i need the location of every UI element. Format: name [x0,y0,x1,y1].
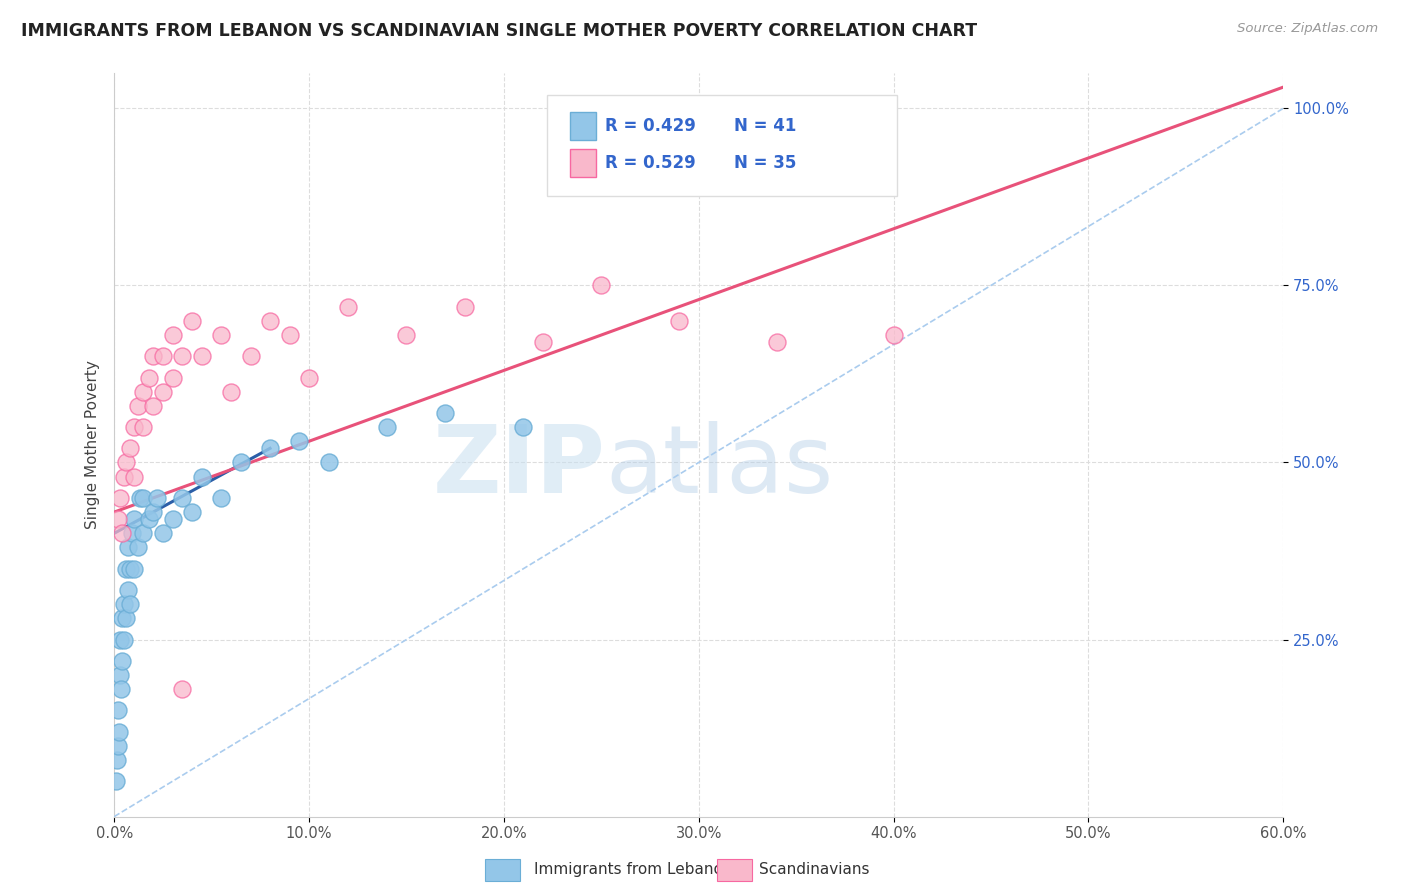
Point [111,526,134,541]
Point [132,384,155,399]
Point [118,442,141,456]
Point [142,505,165,519]
Point [531,335,554,350]
Point [108,668,131,682]
Point [765,335,787,350]
Point [108,724,131,739]
Point [142,399,165,413]
Point [146,491,169,505]
Point [105,753,128,767]
Point [122,512,145,526]
Text: IMMIGRANTS FROM LEBANON VS SCANDINAVIAN SINGLE MOTHER POVERTY CORRELATION CHART: IMMIGRANTS FROM LEBANON VS SCANDINAVIAN … [21,22,977,40]
Point [110,682,132,697]
Point [152,349,174,363]
Point [127,399,149,413]
Point [259,314,281,328]
Text: R = 0.529: R = 0.529 [605,154,696,172]
Point [162,328,184,343]
Point [107,703,129,717]
Point [152,384,174,399]
Point [138,370,160,384]
Point [172,682,194,697]
Point [112,469,135,483]
Point [117,582,139,597]
Point [181,505,204,519]
Text: atlas: atlas [605,421,834,513]
Point [118,562,141,576]
Point [122,562,145,576]
Point [115,455,138,469]
Point [142,349,165,363]
Point [454,300,477,314]
Point [111,654,134,668]
Point [375,420,398,434]
Point [259,442,281,456]
Point [337,300,360,314]
Point [138,512,160,526]
Text: Immigrants from Lebanon: Immigrants from Lebanon [534,863,733,877]
Point [122,420,145,434]
Point [191,349,214,363]
Point [132,420,155,434]
Bar [569,112,596,140]
Point [118,597,141,611]
Point [395,328,418,343]
Text: N = 41: N = 41 [734,117,796,135]
Point [122,469,145,483]
Text: Scandinavians: Scandinavians [759,863,870,877]
Point [172,491,194,505]
Point [107,512,129,526]
Point [288,434,311,449]
Point [162,512,184,526]
Point [132,491,155,505]
Point [105,774,128,789]
Point [591,278,613,293]
Point [181,314,204,328]
Text: Source: ZipAtlas.com: Source: ZipAtlas.com [1237,22,1378,36]
Point [172,349,194,363]
Point [121,526,143,541]
Point [132,526,155,541]
Point [162,370,184,384]
Point [239,349,262,363]
Point [127,541,149,555]
Point [209,491,232,505]
Point [117,541,139,555]
Point [298,370,321,384]
Point [107,739,129,753]
Point [128,491,150,505]
Point [434,406,457,420]
Point [209,328,232,343]
Point [152,526,174,541]
Point [108,491,131,505]
Point [229,455,252,469]
Point [512,420,534,434]
Point [318,455,340,469]
Point [668,314,690,328]
Text: N = 35: N = 35 [734,154,796,172]
Y-axis label: Single Mother Poverty: Single Mother Poverty [86,360,100,529]
Point [883,328,905,343]
Point [112,597,135,611]
Point [278,328,301,343]
Point [108,632,131,647]
Point [219,384,242,399]
Point [111,611,134,625]
FancyBboxPatch shape [547,95,897,195]
Bar [569,149,596,178]
Point [115,611,138,625]
Point [112,632,135,647]
Point [191,469,214,483]
Text: ZIP: ZIP [432,421,605,513]
Point [115,562,138,576]
Text: R = 0.429: R = 0.429 [605,117,696,135]
